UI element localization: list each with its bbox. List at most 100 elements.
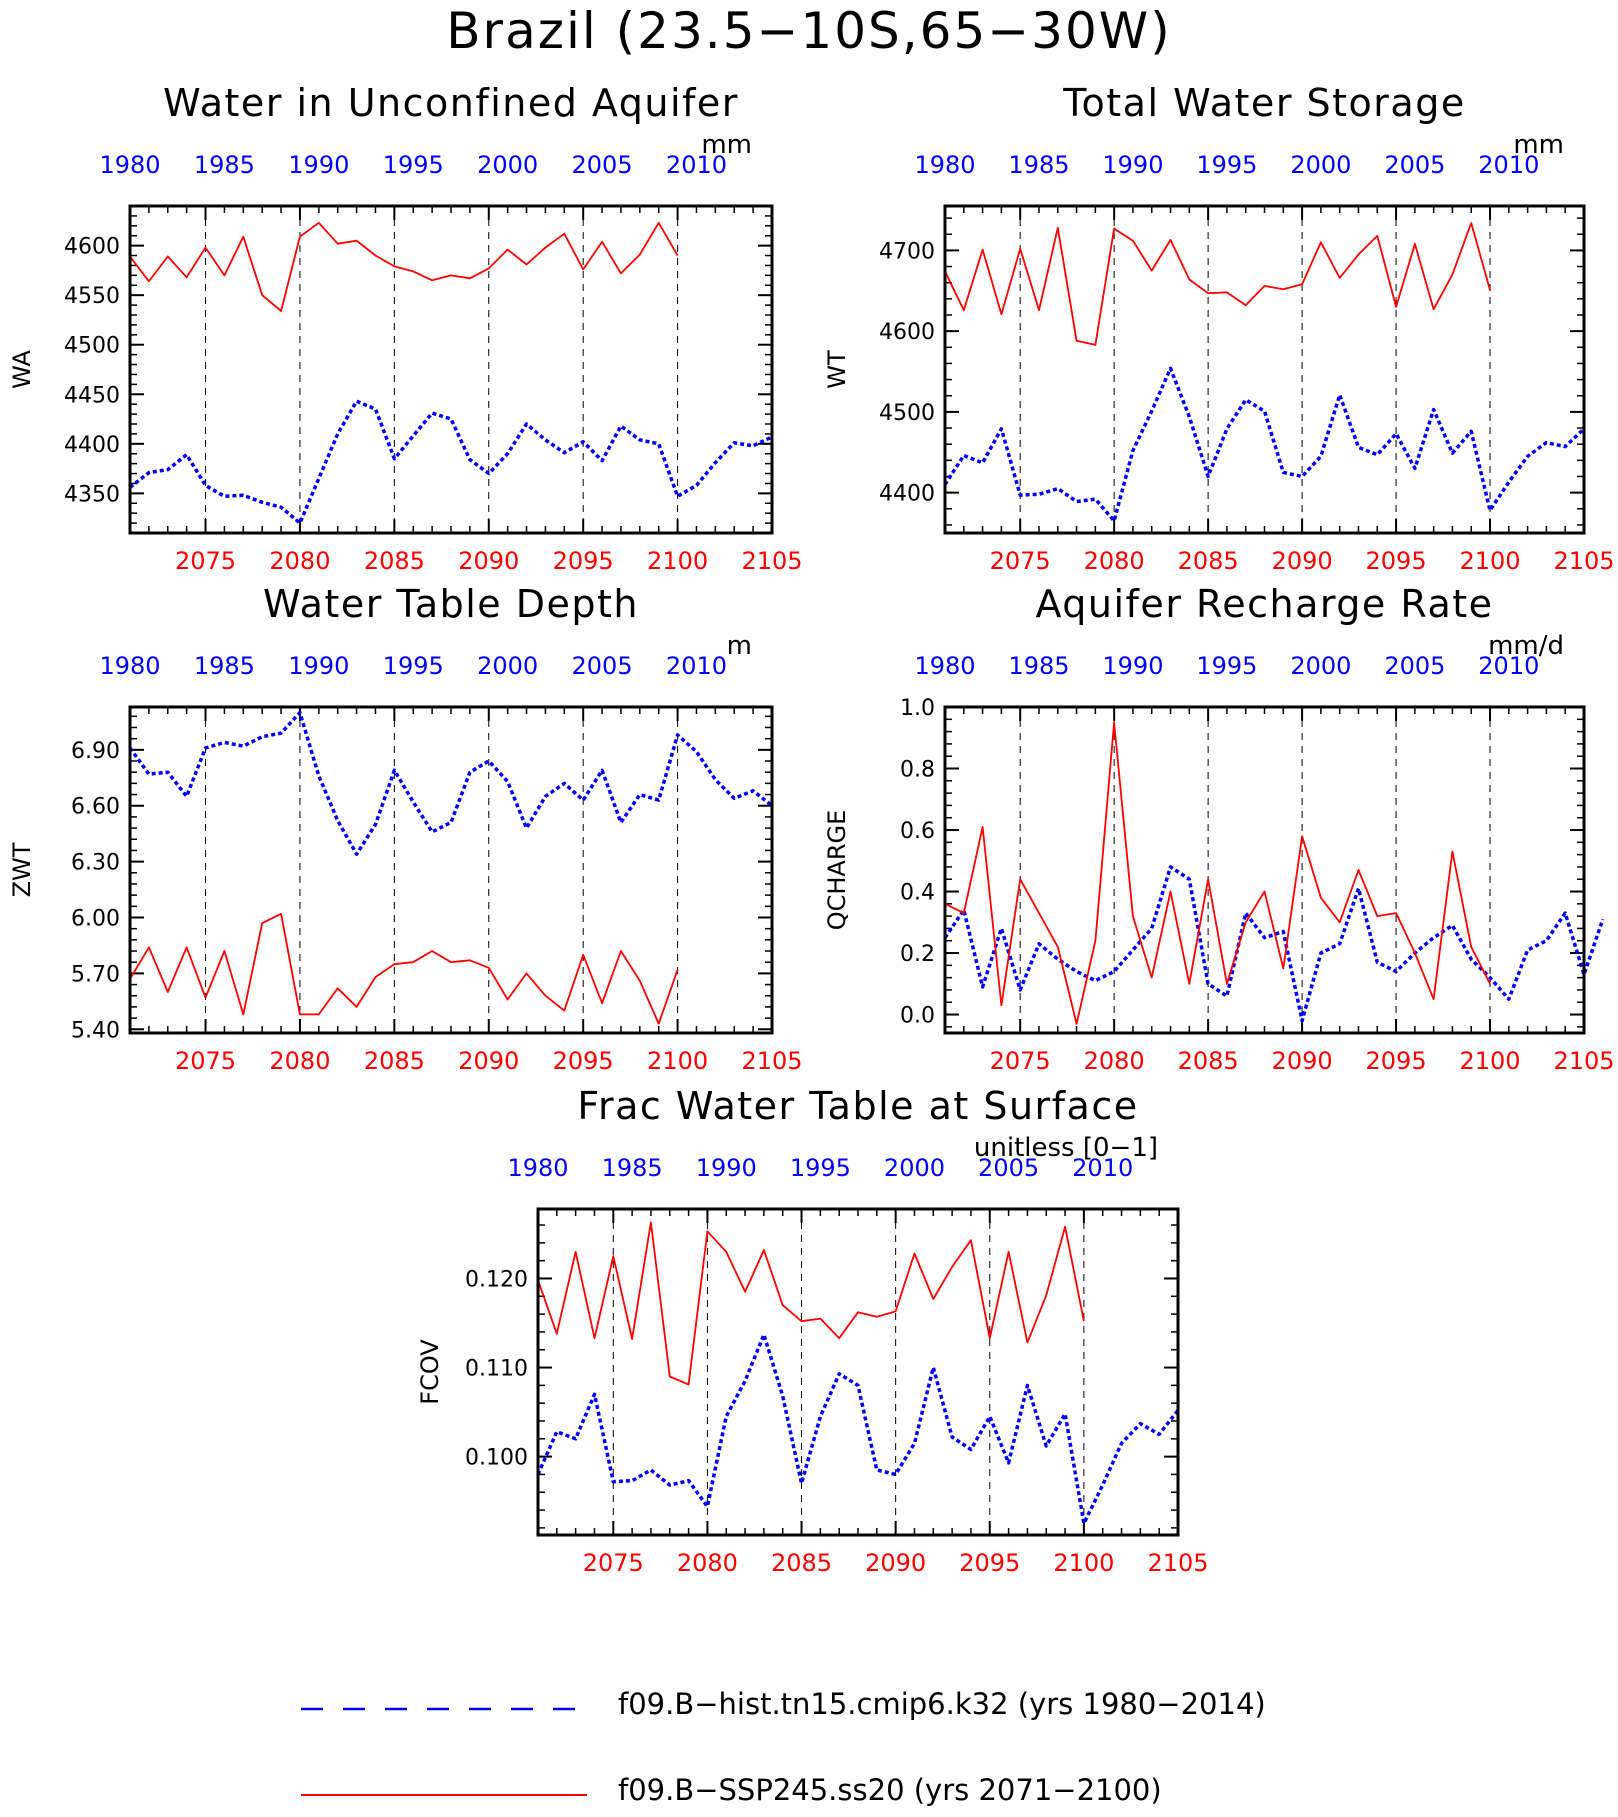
y-tick-label: 5.40 bbox=[71, 1018, 120, 1043]
x-tick-label-top: 2010 bbox=[1478, 151, 1539, 179]
series-line-future bbox=[129, 221, 679, 312]
series-line-historical bbox=[943, 366, 1586, 523]
y-tick-label: 6.30 bbox=[71, 851, 120, 876]
chart-title: Frac Water Table at Surface bbox=[577, 1084, 1138, 1128]
y-tick-label: 1.0 bbox=[900, 696, 935, 721]
x-tick-label-bottom: 2075 bbox=[583, 1549, 644, 1577]
plot-frame bbox=[128, 705, 774, 1035]
x-tick-label-bottom: 2080 bbox=[1084, 1047, 1145, 1075]
units-label: mm bbox=[701, 130, 752, 160]
x-tick-label-top: 1980 bbox=[914, 652, 975, 680]
x-tick-label-bottom: 2090 bbox=[865, 1549, 926, 1577]
series-line-future bbox=[129, 912, 679, 1025]
y-axis-label: ZWT bbox=[8, 842, 36, 897]
x-tick-label-bottom: 2095 bbox=[553, 547, 614, 575]
chart-title: Water in Unconfined Aquifer bbox=[163, 81, 739, 125]
x-tick-label-top: 2005 bbox=[978, 1154, 1039, 1182]
plot-frame bbox=[128, 204, 774, 535]
x-tick-label-bottom: 2075 bbox=[990, 547, 1051, 575]
x-tick-label-top: 1980 bbox=[99, 652, 160, 680]
y-axis-label: WT bbox=[823, 350, 851, 389]
x-tick-label-top: 1990 bbox=[696, 1154, 757, 1182]
x-tick-label-bottom: 2100 bbox=[1459, 547, 1520, 575]
x-tick-label-top: 2005 bbox=[572, 652, 633, 680]
y-tick-label: 4400 bbox=[64, 433, 120, 458]
x-tick-label-bottom: 2095 bbox=[553, 1047, 614, 1075]
x-tick-label-top: 2000 bbox=[1290, 652, 1351, 680]
y-tick-label: 4600 bbox=[64, 235, 120, 260]
x-tick-label-top: 1990 bbox=[1102, 652, 1163, 680]
x-tick-label-top: 2010 bbox=[666, 652, 727, 680]
y-tick-label: 6.90 bbox=[71, 739, 120, 764]
x-tick-label-top: 1980 bbox=[507, 1154, 568, 1182]
x-tick-label-top: 2010 bbox=[1072, 1154, 1133, 1182]
x-tick-label-bottom: 2105 bbox=[1147, 1549, 1208, 1577]
x-tick-label-top: 1995 bbox=[1196, 151, 1257, 179]
x-tick-label-top: 2000 bbox=[884, 1154, 945, 1182]
x-tick-label-top: 2010 bbox=[666, 151, 727, 179]
series-line-future bbox=[944, 721, 1491, 1025]
page-title: Brazil (23.5−10S,65−30W) bbox=[446, 2, 1172, 60]
y-tick-label: 0.110 bbox=[465, 1357, 528, 1382]
legend-label: f09.B−SSP245.ss20 (yrs 2071−2100) bbox=[618, 1773, 1162, 1807]
x-tick-label-bottom: 2080 bbox=[269, 547, 330, 575]
x-tick-label-bottom: 2085 bbox=[364, 547, 425, 575]
y-tick-label: 0.4 bbox=[900, 881, 935, 906]
x-tick-label-bottom: 2105 bbox=[741, 1047, 802, 1075]
y-tick-label: 0.8 bbox=[900, 758, 935, 783]
x-tick-label-bottom: 2105 bbox=[1553, 1047, 1614, 1075]
x-tick-label-bottom: 2080 bbox=[677, 1549, 738, 1577]
y-tick-label: 6.00 bbox=[71, 907, 120, 932]
series-line-future bbox=[537, 1221, 1085, 1386]
units-label: unitless [0−1] bbox=[974, 1133, 1158, 1163]
x-tick-label-bottom: 2105 bbox=[1553, 547, 1614, 575]
x-tick-label-bottom: 2080 bbox=[269, 1047, 330, 1075]
y-tick-label: 6.60 bbox=[71, 795, 120, 820]
y-tick-label: 4700 bbox=[879, 239, 935, 264]
x-tick-label-top: 1985 bbox=[194, 151, 255, 179]
x-tick-label-top: 1985 bbox=[194, 652, 255, 680]
x-tick-label-bottom: 2075 bbox=[175, 547, 236, 575]
x-tick-label-bottom: 2080 bbox=[1084, 547, 1145, 575]
x-tick-label-top: 1995 bbox=[1196, 652, 1257, 680]
y-tick-label: 0.2 bbox=[900, 942, 935, 967]
series-line-historical bbox=[128, 399, 773, 525]
x-tick-label-top: 1990 bbox=[288, 652, 349, 680]
chart-title: Total Water Storage bbox=[1062, 81, 1465, 125]
legend-label: f09.B−hist.tn15.cmip6.k32 (yrs 1980−2014… bbox=[618, 1687, 1266, 1721]
x-tick-label-bottom: 2095 bbox=[1366, 1047, 1427, 1075]
y-tick-label: 4400 bbox=[879, 482, 935, 507]
x-tick-label-bottom: 2100 bbox=[1459, 1047, 1520, 1075]
x-tick-label-top: 2000 bbox=[477, 652, 538, 680]
x-tick-label-bottom: 2095 bbox=[959, 1549, 1020, 1577]
x-tick-label-top: 2010 bbox=[1478, 652, 1539, 680]
x-tick-label-top: 1990 bbox=[1102, 151, 1163, 179]
x-tick-label-bottom: 2090 bbox=[458, 547, 519, 575]
x-tick-label-top: 2000 bbox=[477, 151, 538, 179]
y-tick-label: 0.6 bbox=[900, 819, 935, 844]
x-tick-label-top: 1980 bbox=[99, 151, 160, 179]
y-axis-label: FCOV bbox=[416, 1339, 444, 1405]
x-tick-label-top: 1985 bbox=[1008, 151, 1069, 179]
y-axis-label: WA bbox=[8, 350, 36, 389]
x-tick-label-bottom: 2090 bbox=[458, 1047, 519, 1075]
x-tick-label-top: 1995 bbox=[383, 151, 444, 179]
x-tick-label-bottom: 2090 bbox=[1272, 547, 1333, 575]
y-axis-label: QCHARGE bbox=[823, 810, 851, 931]
x-tick-label-bottom: 2105 bbox=[741, 547, 802, 575]
chart-title: Aquifer Recharge Rate bbox=[1035, 582, 1493, 626]
x-tick-label-bottom: 2100 bbox=[647, 1047, 708, 1075]
plot-frame bbox=[943, 204, 1586, 535]
y-tick-label: 5.70 bbox=[71, 962, 120, 987]
y-tick-label: 4500 bbox=[64, 334, 120, 359]
y-tick-label: 0.120 bbox=[465, 1267, 528, 1292]
x-tick-label-top: 2005 bbox=[1384, 652, 1445, 680]
plot-frame bbox=[536, 1207, 1180, 1537]
x-tick-label-top: 1990 bbox=[288, 151, 349, 179]
x-tick-label-bottom: 2085 bbox=[771, 1549, 832, 1577]
x-tick-label-bottom: 2100 bbox=[1053, 1549, 1114, 1577]
x-tick-label-bottom: 2075 bbox=[175, 1047, 236, 1075]
x-tick-label-top: 1995 bbox=[383, 652, 444, 680]
x-tick-label-top: 1985 bbox=[1008, 652, 1069, 680]
y-tick-label: 0.100 bbox=[465, 1446, 528, 1471]
